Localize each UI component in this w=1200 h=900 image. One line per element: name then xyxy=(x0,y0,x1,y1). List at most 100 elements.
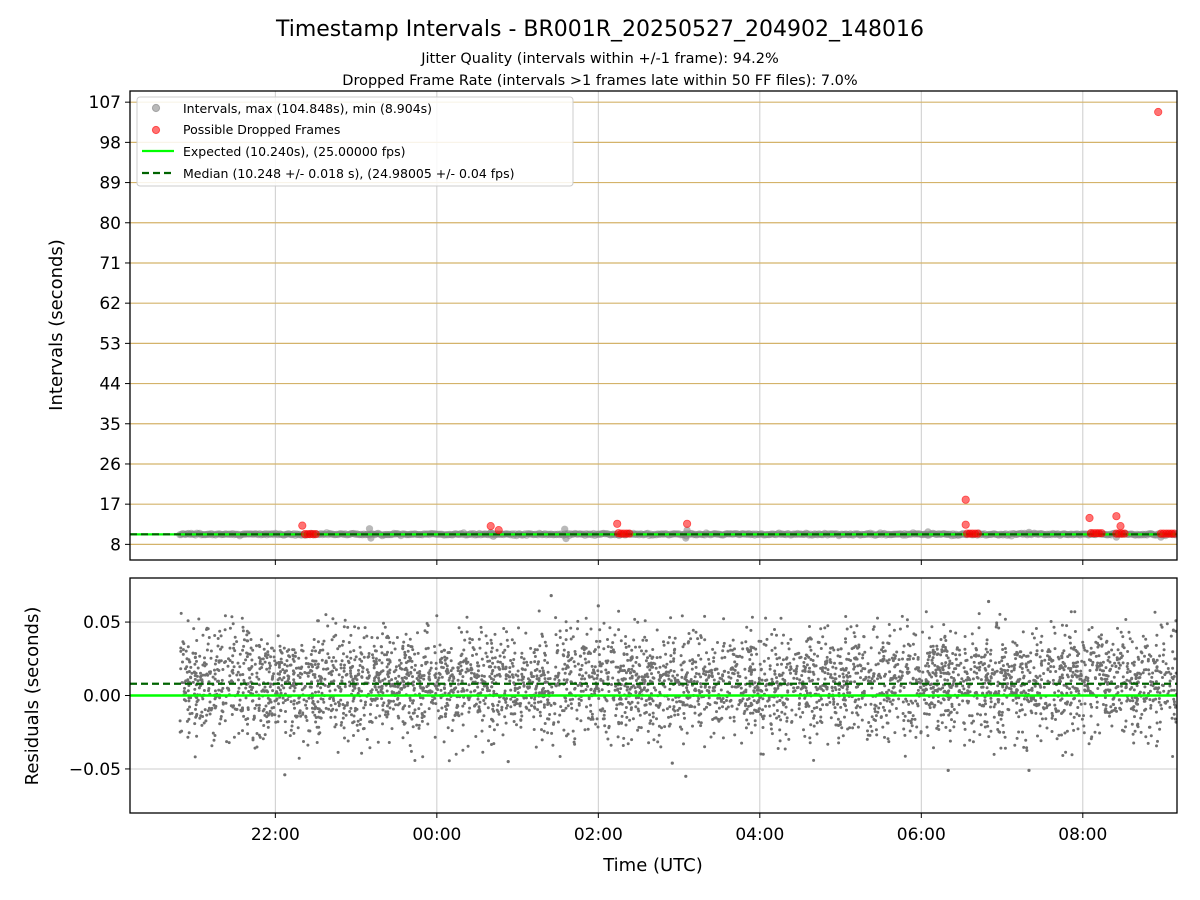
residual-point xyxy=(990,672,994,675)
residual-point xyxy=(433,645,436,648)
residual-point xyxy=(1161,660,1165,663)
residual-point xyxy=(1000,671,1004,675)
residual-point xyxy=(877,651,881,655)
residual-point xyxy=(1014,657,1018,661)
residual-point xyxy=(508,679,512,683)
residual-point xyxy=(664,665,668,669)
residual-point xyxy=(992,715,996,719)
residual-point xyxy=(276,634,280,638)
residual-point xyxy=(928,651,932,655)
residual-point xyxy=(948,739,952,743)
residual-point xyxy=(230,679,233,683)
residual-point xyxy=(614,684,618,688)
residual-point xyxy=(597,653,601,657)
residual-point xyxy=(1035,649,1039,653)
residual-point xyxy=(558,636,562,639)
residual-point xyxy=(249,638,253,641)
residual-point xyxy=(903,714,907,718)
residual-point xyxy=(750,668,754,672)
residual-point xyxy=(832,702,836,706)
residual-point xyxy=(1029,696,1033,699)
residual-point xyxy=(390,651,394,655)
residual-point xyxy=(620,721,623,725)
residual-point xyxy=(425,622,429,625)
residual-point xyxy=(1057,733,1061,737)
residual-point xyxy=(580,677,584,681)
residual-point xyxy=(1034,711,1038,715)
residual-point xyxy=(667,677,671,681)
residual-point xyxy=(268,664,272,668)
residual-point xyxy=(880,691,884,695)
residual-point xyxy=(668,705,672,709)
residual-point xyxy=(554,684,558,688)
residual-point xyxy=(1004,674,1008,678)
residual-point xyxy=(833,661,836,665)
residual-point xyxy=(963,691,967,695)
residual-point xyxy=(805,654,809,658)
residual-point xyxy=(488,659,492,663)
residual-point xyxy=(662,643,666,647)
residual-point xyxy=(774,652,778,656)
residual-point xyxy=(972,719,975,723)
residual-point xyxy=(1083,663,1087,667)
residual-point xyxy=(268,709,272,713)
residual-point xyxy=(203,664,207,668)
residual-point xyxy=(1105,652,1109,656)
residual-point xyxy=(617,720,621,724)
residual-point xyxy=(541,634,544,638)
residual-point xyxy=(547,691,551,695)
residual-point xyxy=(1001,648,1005,651)
residual-point xyxy=(340,679,344,683)
residual-point xyxy=(949,675,953,679)
residual-point xyxy=(681,645,685,649)
residual-point xyxy=(1071,670,1075,674)
residual-point xyxy=(703,745,707,749)
residual-point xyxy=(362,713,366,717)
residual-point xyxy=(247,690,251,693)
residual-point xyxy=(1047,655,1051,659)
residual-point xyxy=(1003,668,1006,672)
residual-point xyxy=(565,687,569,691)
residual-point xyxy=(306,743,310,747)
residual-point xyxy=(1040,659,1044,663)
residual-point xyxy=(1155,744,1158,748)
residual-point xyxy=(362,655,366,659)
residual-point xyxy=(511,675,515,679)
residual-point xyxy=(1087,628,1091,632)
residual-point xyxy=(934,668,938,672)
residual-point xyxy=(478,646,482,650)
residual-point xyxy=(400,676,404,680)
residual-point xyxy=(623,684,627,688)
residual-point xyxy=(187,717,191,721)
residual-point xyxy=(275,697,279,701)
residual-point xyxy=(540,690,544,694)
residual-point xyxy=(906,719,910,723)
residual-point xyxy=(932,652,936,656)
residual-point xyxy=(984,712,987,716)
residual-point xyxy=(435,614,439,618)
residual-point xyxy=(624,645,628,649)
residual-point xyxy=(451,666,455,670)
residual-point xyxy=(841,667,845,671)
residual-point xyxy=(979,723,983,727)
residual-point xyxy=(307,696,311,700)
residual-point xyxy=(989,729,993,733)
residual-point xyxy=(819,647,823,650)
residual-point xyxy=(228,674,232,678)
residual-point xyxy=(368,712,372,716)
residual-point xyxy=(449,689,453,693)
residual-point xyxy=(1144,696,1148,700)
residual-point xyxy=(487,739,490,743)
residual-point xyxy=(564,706,568,710)
residual-point xyxy=(279,650,283,654)
residual-point xyxy=(230,713,234,716)
residual-point xyxy=(732,719,736,723)
residual-point xyxy=(971,677,975,681)
residual-point xyxy=(286,674,290,678)
residual-point xyxy=(184,691,188,695)
residual-point xyxy=(1020,708,1024,712)
residual-point xyxy=(783,712,787,716)
residual-point xyxy=(1011,698,1015,702)
residual-point xyxy=(1020,667,1024,670)
residual-point xyxy=(590,664,594,668)
